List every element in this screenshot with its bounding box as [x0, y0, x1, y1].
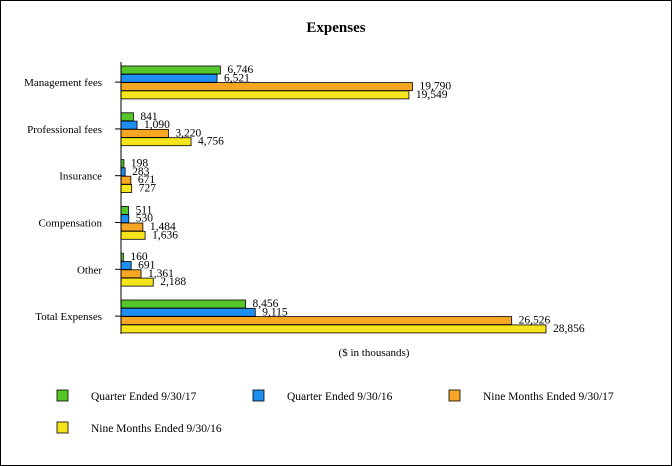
- bar: [120, 167, 126, 177]
- bar: [120, 184, 133, 193]
- bar: [120, 299, 246, 309]
- bar: [120, 316, 513, 326]
- data-label: 1,636: [152, 229, 178, 241]
- data-label: 727: [139, 183, 157, 195]
- bar: [120, 90, 410, 100]
- data-label: 511: [136, 204, 153, 216]
- bar: [120, 82, 413, 91]
- bar: [120, 65, 221, 75]
- bar: [120, 230, 146, 240]
- data-label: 283: [132, 166, 150, 178]
- data-label: 28,856: [553, 323, 585, 335]
- data-label: 6,746: [227, 64, 253, 76]
- legend-swatch: [56, 389, 69, 402]
- category-label: Management fees: [24, 77, 102, 89]
- bars: [120, 65, 547, 334]
- legend-label: Nine Months Ended 9/30/17: [483, 391, 614, 403]
- legend-swatch: [252, 389, 265, 402]
- category-label: Professional fees: [27, 124, 102, 136]
- data-label: 198: [131, 158, 149, 170]
- data-label: 9,115: [262, 306, 288, 318]
- bar: [120, 307, 256, 317]
- bar: [120, 112, 134, 122]
- bar: [120, 324, 547, 334]
- chart-title: Expenses: [306, 20, 365, 36]
- data-label: 691: [138, 260, 156, 272]
- legend-label: Nine Months Ended 9/30/16: [91, 423, 222, 435]
- bar: [120, 205, 129, 215]
- data-label: 530: [136, 213, 154, 225]
- data-label: 1,361: [148, 268, 174, 280]
- category-label: Total Expenses: [35, 311, 102, 323]
- category-labels: Management fees Professional fees Insuranc…: [24, 77, 102, 323]
- data-label: 19,549: [416, 89, 448, 101]
- data-label: 26,526: [519, 315, 551, 327]
- data-label: 1,484: [150, 221, 176, 233]
- data-label: 6,521: [224, 72, 250, 84]
- legend-label: Quarter Ended 9/30/16: [287, 391, 393, 403]
- bar: [120, 214, 130, 224]
- data-label: 2,188: [160, 276, 186, 288]
- category-label: Compensation: [38, 218, 102, 230]
- data-label: 19,790: [419, 81, 451, 93]
- legend-swatch: [448, 389, 461, 402]
- data-label: 3,220: [175, 127, 201, 139]
- bar: [120, 120, 138, 130]
- data-label: 8,456: [253, 298, 279, 310]
- bar: [120, 73, 218, 83]
- category-label: Other: [77, 264, 102, 276]
- legend-swatch: [56, 421, 69, 434]
- data-label: 671: [138, 174, 156, 186]
- legend-label: Quarter Ended 9/30/17: [91, 391, 197, 403]
- category-ticks: [115, 81, 121, 317]
- data-label: 841: [140, 111, 158, 123]
- data-label: 160: [130, 251, 148, 263]
- legend: Quarter Ended 9/30/17 Quarter Ended 9/30/…: [56, 389, 614, 435]
- x-axis-label: ($ in thousands): [339, 347, 410, 359]
- data-label: 1,090: [144, 119, 170, 131]
- bar: [120, 175, 132, 185]
- category-label: Insurance: [59, 171, 102, 183]
- data-label: 4,756: [198, 136, 224, 148]
